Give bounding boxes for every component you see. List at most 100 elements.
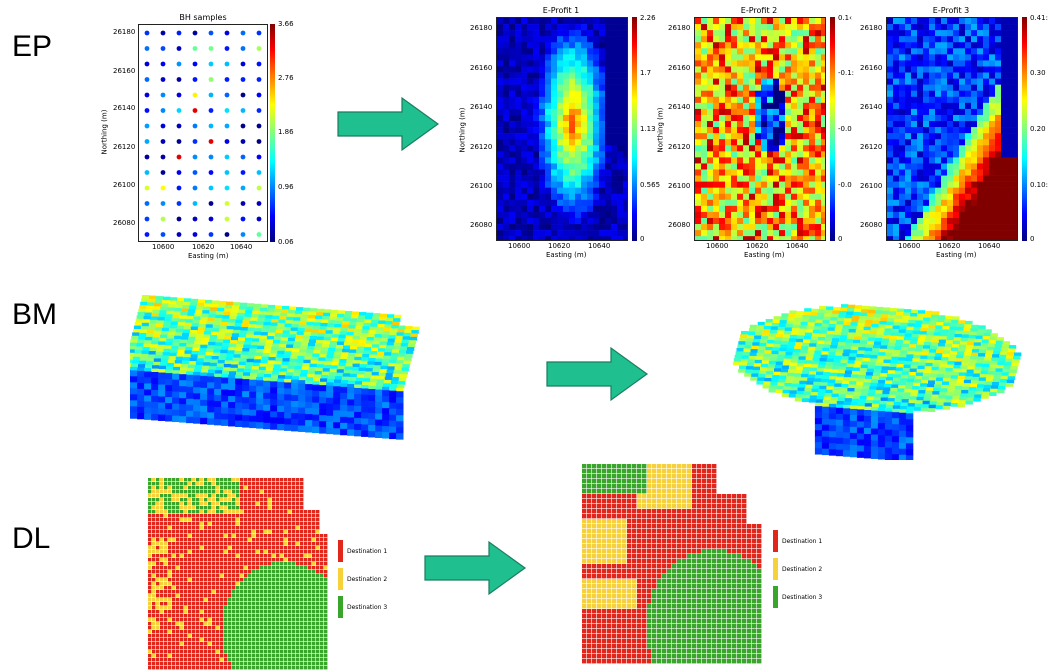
heatmap-cell: [959, 187, 966, 195]
block-side-cell: [291, 383, 299, 390]
block-top-cell: [831, 365, 840, 370]
heatmap-cell: [497, 96, 504, 104]
heatmap-cell: [623, 18, 627, 25]
block-top-cell: [844, 398, 853, 402]
block-side-cell: [849, 438, 858, 446]
heatmap-cell: [941, 193, 948, 201]
heatmap-cell: [509, 96, 516, 104]
heatmap-cell: [551, 48, 558, 55]
block-top-cell: [841, 384, 849, 388]
block-top-cell: [756, 380, 764, 385]
block-top-cell: [334, 351, 342, 356]
block-top-cell: [372, 340, 381, 345]
heatmap-cell: [905, 169, 912, 176]
block-top-cell: [199, 320, 207, 325]
heatmap-cell: [503, 90, 510, 98]
heatmap-cell: [761, 36, 768, 43]
heatmap-cell: [509, 217, 516, 225]
block-side-cell: [389, 432, 397, 440]
block-top-cell: [743, 348, 751, 353]
block-top-cell: [782, 389, 790, 394]
heatmap-cell: [911, 217, 918, 225]
block-top-cell: [875, 310, 883, 315]
heatmap-cell: [527, 145, 534, 152]
heatmap-cell: [809, 90, 816, 98]
heatmap-cell: [509, 42, 516, 49]
heatmap-cell: [617, 66, 624, 73]
heatmap-cell: [515, 30, 522, 37]
heatmap-cell: [953, 151, 960, 158]
block-top-cell: [835, 404, 844, 409]
block-side-cell: [242, 379, 250, 386]
heatmap-cell: [887, 236, 894, 240]
block-side-cell: [165, 409, 173, 416]
block-top-cell: [265, 315, 273, 319]
block-top-cell: [991, 357, 999, 362]
heatmap-cell: [569, 205, 576, 213]
heatmap-cell: [953, 139, 960, 146]
block-top-cell: [222, 367, 231, 372]
block-top-cell: [924, 366, 932, 371]
heatmap-cell: [917, 199, 924, 207]
heatmap-cell: [887, 48, 894, 55]
heatmap-cell: [557, 108, 564, 116]
block-top-cell: [780, 344, 788, 349]
heatmap-cell: [707, 211, 714, 219]
block-top-cell: [408, 340, 417, 345]
heatmap-cell: [533, 114, 540, 122]
block-side-cell: [221, 395, 229, 402]
heatmap-cell: [737, 205, 744, 213]
heatmap-cell: [755, 163, 762, 170]
heatmap-cell: [773, 18, 780, 25]
block-top-cell: [214, 345, 222, 350]
block-side-cell: [151, 372, 159, 379]
heatmap-cell: [917, 139, 924, 146]
block-side-cell: [235, 384, 243, 391]
heatmap-cell: [575, 36, 582, 43]
block-top-cell: [397, 384, 405, 389]
heatmap-cell: [989, 181, 996, 188]
block-top-cell: [931, 339, 940, 343]
block-side-cell: [235, 402, 243, 409]
heatmap-cell: [611, 236, 618, 240]
block-top-cell: [273, 312, 281, 317]
heatmap-cell: [749, 224, 756, 231]
heatmap-cell: [515, 205, 522, 213]
block-top-cell: [883, 307, 891, 312]
heatmap-cell: [719, 18, 726, 25]
block-top-cell: [225, 305, 233, 309]
heatmap-cell: [521, 193, 528, 201]
heatmap-cell: [905, 211, 912, 219]
heatmap-cell: [737, 145, 744, 152]
block-top-cell: [949, 326, 957, 331]
block-top-cell: [974, 394, 982, 399]
block-top-cell: [243, 372, 251, 377]
block-top-cell: [259, 311, 267, 315]
heatmap-cell: [803, 108, 810, 116]
block-top-cell: [956, 379, 965, 383]
block-top-cell: [848, 384, 856, 389]
heatmap-cell: [575, 114, 582, 122]
block-top-cell: [958, 344, 967, 349]
block-top-cell: [831, 393, 839, 398]
heatmap-cell: [905, 181, 912, 188]
block-top-cell: [386, 369, 394, 374]
block-top-cell: [169, 352, 177, 357]
block-top-cell: [823, 316, 831, 321]
heatmap-cell: [503, 96, 510, 104]
block-top-cell: [147, 330, 155, 334]
heatmap-cell: [497, 193, 504, 201]
heatmap-cell: [1013, 60, 1017, 67]
block-top-cell: [867, 340, 875, 345]
heatmap-cell: [809, 139, 816, 146]
heatmap-cell: [539, 48, 546, 55]
heatmap-cell: [809, 157, 816, 164]
block-top-cell: [854, 360, 862, 365]
heatmap-cell: [791, 224, 798, 231]
heatmap-cell: [599, 127, 606, 134]
heatmap-cell: [755, 236, 762, 240]
heatmap-cell: [605, 66, 612, 73]
block-top-cell: [876, 386, 884, 391]
heatmap-cell: [587, 133, 594, 140]
heatmap-cell: [563, 187, 570, 195]
